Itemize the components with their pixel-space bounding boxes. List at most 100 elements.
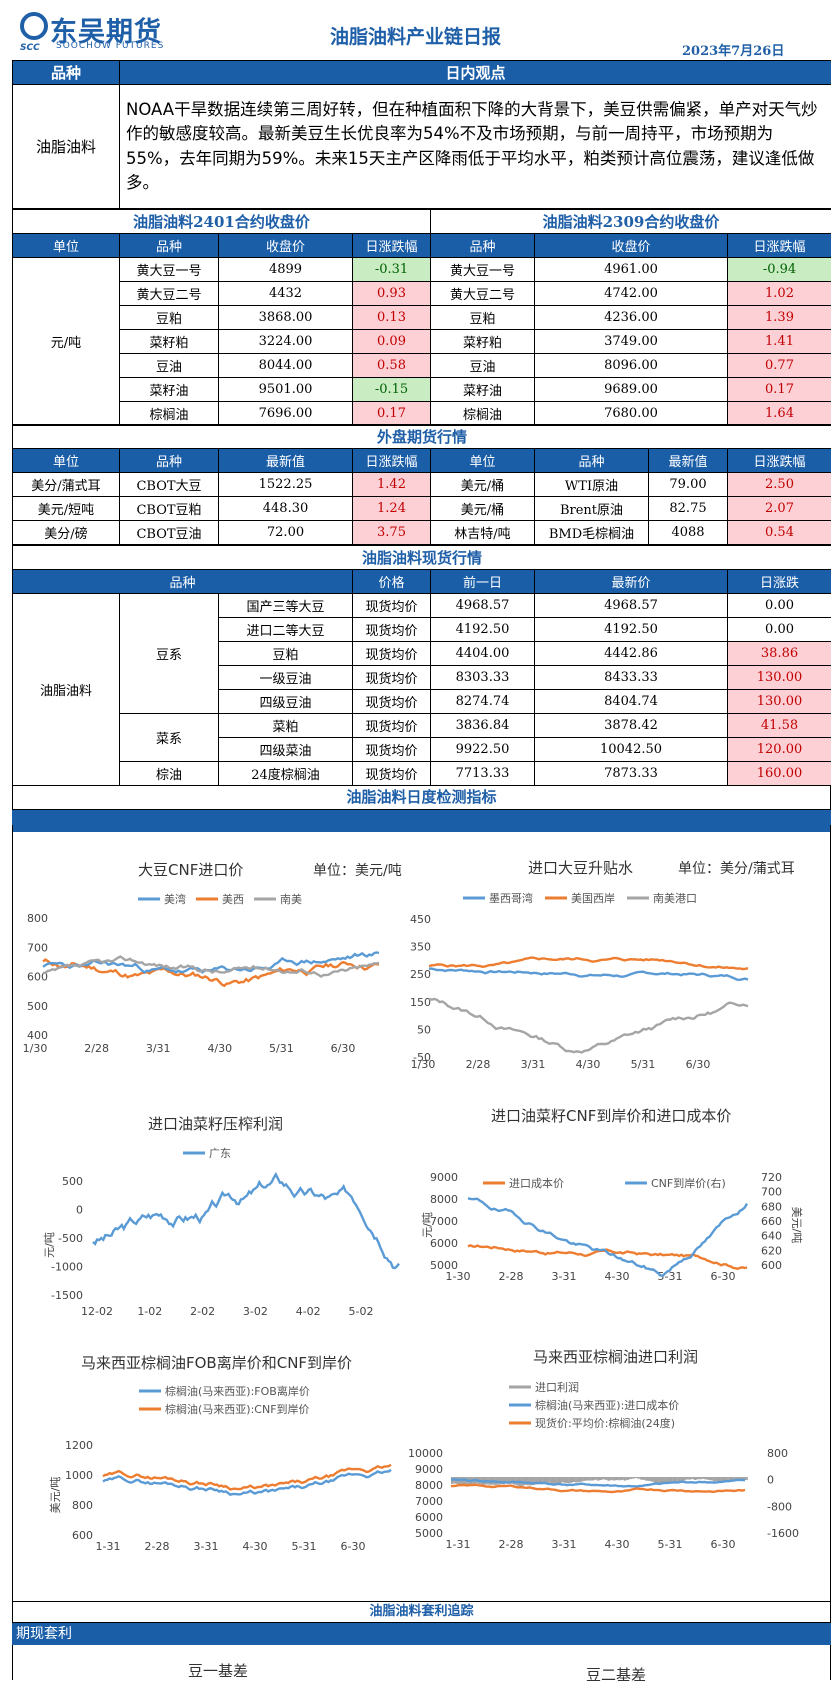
variety-name: 黄大豆一号 <box>431 258 535 282</box>
profit-bar <box>527 1477 530 1485</box>
profit-bar <box>626 1477 629 1480</box>
profit-bar <box>683 1477 686 1480</box>
variety-name: Brent原油 <box>535 497 649 521</box>
y-tick-label: 10000 <box>408 1447 443 1460</box>
profit-bar <box>594 1477 597 1480</box>
profit-bar <box>688 1477 691 1480</box>
latest-value: 82.75 <box>649 497 728 521</box>
profit-bar <box>745 1477 748 1480</box>
y-tick-label: 600 <box>72 1529 93 1542</box>
profit-bar <box>629 1477 632 1479</box>
variety-name: 四级菜油 <box>219 738 353 762</box>
arb-chart2-title: 豆二基差 <box>586 1664 646 1685</box>
latest-value: 4088 <box>649 521 728 545</box>
variety-name: 菜籽油 <box>120 378 219 402</box>
close-price: 9689.00 <box>535 378 728 402</box>
spot-category: 豆系 <box>120 594 219 714</box>
profit-bar <box>570 1477 573 1483</box>
series-line <box>103 1465 391 1490</box>
profit-bar <box>567 1477 570 1483</box>
x-tick-label: 3-02 <box>243 1305 268 1318</box>
y-tick-label-right: 620 <box>761 1244 782 1257</box>
profit-bar <box>559 1477 562 1483</box>
price-type: 现货均价 <box>353 594 431 618</box>
unit: 林吉特/吨 <box>431 521 535 545</box>
profit-bar <box>634 1477 637 1478</box>
price-type: 现货均价 <box>353 642 431 666</box>
last-price: 4442.86 <box>535 642 728 666</box>
profit-bar <box>621 1477 624 1480</box>
close-price: 9501.00 <box>219 378 353 402</box>
y-tick-label: 7000 <box>415 1495 443 1508</box>
y-tick-label: 9000 <box>430 1171 458 1184</box>
variety-name: 国产三等大豆 <box>219 594 353 618</box>
y-axis-label: 元/吨 <box>421 1212 434 1238</box>
prev-price: 4192.50 <box>431 618 535 642</box>
daily-change: 0.54 <box>728 521 831 545</box>
profit-bar <box>713 1477 716 1481</box>
price-type: 现货均价 <box>353 666 431 690</box>
report-header: SCC 东吴期货 SOOCHOW FUTURES 油脂油料产业链日报 2023年… <box>0 0 831 60</box>
variety-name: 黄大豆二号 <box>120 282 219 306</box>
daily-change: 0.00 <box>728 594 831 618</box>
profit-bar <box>653 1477 656 1483</box>
close-price: 4899 <box>219 258 353 282</box>
profit-bar <box>726 1477 729 1480</box>
profit-bar <box>707 1477 710 1480</box>
futures-header: 日涨跌幅 <box>728 234 831 258</box>
spot-head-price: 价格 <box>353 570 431 594</box>
daily-change: 1.39 <box>728 306 831 330</box>
unit: 美元/短吨 <box>13 497 120 521</box>
futures-header: 品种 <box>120 234 219 258</box>
daily-change: 0.93 <box>353 282 431 306</box>
x-tick-label: 5-31 <box>658 1538 683 1551</box>
y-tick-label: 9000 <box>415 1463 443 1476</box>
prev-price: 8303.33 <box>431 666 535 690</box>
x-tick-label: 1/30 <box>23 1042 48 1055</box>
profit-bar <box>562 1477 565 1482</box>
series-line <box>429 958 748 970</box>
series-line <box>429 999 748 1053</box>
profit-bar <box>696 1477 699 1479</box>
y-tick-label-right: -800 <box>767 1500 792 1513</box>
y-tick-label: 7000 <box>430 1215 458 1228</box>
variety-name: 豆粕 <box>120 306 219 330</box>
x-tick-label: 6/30 <box>686 1058 711 1071</box>
prev-price: 4968.57 <box>431 594 535 618</box>
legend-label: 现货价:平均价:棕榈油(24度) <box>535 1416 675 1430</box>
profit-bar <box>618 1477 621 1480</box>
y-tick-label: 5000 <box>415 1527 443 1540</box>
variety-name: CBOT豆粕 <box>120 497 219 521</box>
legend-label: 南美港口 <box>653 892 697 905</box>
series-line <box>468 1245 747 1269</box>
report-title: 油脂油料产业链日报 <box>330 22 501 49</box>
profit-bar <box>645 1477 648 1481</box>
arb-title: 油脂油料套利追踪 <box>12 1601 831 1623</box>
last-price: 7873.33 <box>535 762 728 786</box>
profit-bar <box>597 1477 600 1481</box>
variety-name: 菜籽粕 <box>431 330 535 354</box>
daily-change: 2.50 <box>728 473 831 497</box>
unit: 美元/桶 <box>431 473 535 497</box>
legend-label: 棕榈油(马来西亚):进口成本价 <box>535 1398 679 1412</box>
legend-label: 棕榈油(马来西亚):CNF到岸价 <box>165 1402 310 1416</box>
prev-price: 7713.33 <box>431 762 535 786</box>
y-tick-label: -1500 <box>51 1289 83 1302</box>
legend-label: 广东 <box>209 1147 231 1160</box>
daily-change: 160.00 <box>728 762 831 786</box>
profit-bar <box>699 1477 702 1479</box>
profit-bar <box>686 1477 689 1480</box>
y-tick-label: 8000 <box>430 1193 458 1206</box>
profit-bar <box>632 1477 635 1479</box>
futures-header: 品种 <box>431 234 535 258</box>
x-tick-label: 4-30 <box>605 1538 630 1551</box>
daily-change: 0.17 <box>353 402 431 426</box>
profit-bar <box>656 1477 659 1483</box>
variety-name: CBOT大豆 <box>120 473 219 497</box>
x-tick-label: 3/31 <box>146 1042 171 1055</box>
spot-category: 棕油 <box>120 762 219 786</box>
y-tick-label-right: 640 <box>761 1230 782 1243</box>
x-tick-label: 6-30 <box>341 1540 366 1553</box>
